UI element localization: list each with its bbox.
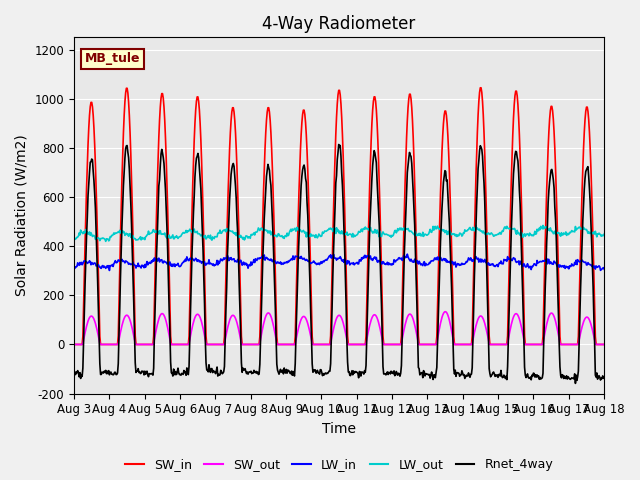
Rnet_4way: [216, 372, 224, 378]
LW_out: [80, 229, 88, 235]
Text: MB_tule: MB_tule: [84, 52, 140, 65]
LW_in: [217, 256, 225, 262]
SW_out: [188, 325, 196, 331]
Rnet_4way: [134, 366, 142, 372]
SW_out: [419, 342, 427, 348]
Rnet_4way: [188, 250, 196, 256]
Legend: SW_in, SW_out, LW_in, LW_out, Rnet_4way: SW_in, SW_out, LW_in, LW_out, Rnet_4way: [120, 454, 558, 477]
LW_in: [80, 259, 88, 264]
SW_out: [80, 337, 88, 343]
SW_out: [403, 314, 411, 320]
LW_out: [102, 239, 109, 244]
SW_out: [216, 342, 224, 348]
SW_in: [476, 85, 484, 91]
LW_in: [600, 266, 608, 272]
Rnet_4way: [600, 375, 608, 381]
Line: SW_in: SW_in: [74, 88, 604, 345]
SW_in: [419, 342, 427, 348]
LW_in: [420, 259, 428, 264]
SW_out: [134, 342, 142, 348]
Line: LW_out: LW_out: [74, 226, 604, 241]
LW_in: [405, 256, 413, 262]
LW_out: [189, 228, 196, 233]
LW_out: [135, 236, 143, 241]
SW_out: [441, 309, 449, 314]
SW_in: [403, 118, 411, 123]
LW_out: [600, 231, 608, 237]
LW_out: [539, 223, 547, 228]
X-axis label: Time: Time: [322, 422, 356, 436]
Rnet_4way: [572, 381, 579, 386]
Y-axis label: Solar Radiation (W/m2): Solar Radiation (W/m2): [15, 134, 29, 296]
LW_in: [106, 267, 113, 273]
SW_out: [600, 342, 608, 348]
SW_in: [600, 342, 608, 348]
LW_out: [217, 230, 225, 236]
SW_in: [134, 342, 142, 348]
Line: Rnet_4way: Rnet_4way: [74, 144, 604, 384]
LW_out: [404, 226, 412, 231]
Rnet_4way: [404, 162, 412, 168]
LW_in: [189, 256, 196, 262]
Rnet_4way: [80, 336, 88, 342]
Rnet_4way: [335, 142, 342, 147]
Line: SW_out: SW_out: [74, 312, 604, 345]
LW_in: [135, 264, 143, 269]
LW_out: [70, 236, 78, 242]
LW_in: [70, 267, 78, 273]
Title: 4-Way Radiometer: 4-Way Radiometer: [262, 15, 416, 33]
Rnet_4way: [420, 368, 428, 373]
SW_out: [70, 342, 78, 348]
LW_out: [420, 233, 428, 239]
LW_in: [403, 252, 411, 257]
SW_in: [216, 342, 224, 348]
Line: LW_in: LW_in: [74, 254, 604, 270]
SW_in: [70, 342, 78, 348]
Rnet_4way: [70, 371, 78, 376]
SW_in: [188, 208, 196, 214]
SW_in: [80, 301, 88, 307]
